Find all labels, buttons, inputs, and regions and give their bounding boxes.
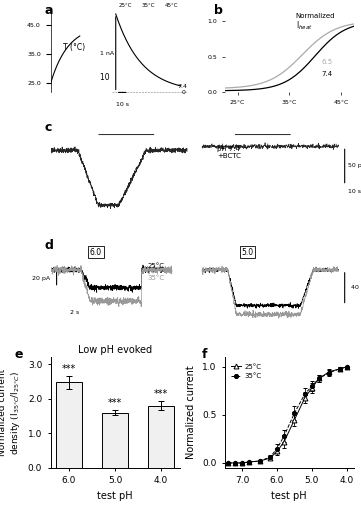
Text: 6.5: 6.5 bbox=[322, 59, 332, 65]
Y-axis label: Normalized current: Normalized current bbox=[187, 365, 196, 460]
Bar bbox=[103, 413, 128, 468]
Text: f: f bbox=[201, 348, 207, 361]
Text: pH 7.4
+BCTC: pH 7.4 +BCTC bbox=[217, 146, 241, 159]
Text: Normalized: Normalized bbox=[296, 13, 335, 20]
Text: T (°C): T (°C) bbox=[64, 43, 86, 51]
X-axis label: test pH: test pH bbox=[97, 491, 133, 501]
Text: b: b bbox=[214, 4, 223, 17]
Text: a: a bbox=[44, 4, 53, 17]
Bar bbox=[148, 406, 174, 468]
Text: 5.0: 5.0 bbox=[242, 248, 254, 256]
Text: ***: *** bbox=[108, 398, 122, 408]
Text: d: d bbox=[44, 239, 53, 252]
Text: 2 s: 2 s bbox=[70, 310, 79, 316]
Text: 6.0: 6.0 bbox=[90, 248, 102, 256]
Text: e: e bbox=[14, 348, 23, 361]
Y-axis label: Normalized current
density (I$_{35°C}$/I$_{25°C}$): Normalized current density (I$_{35°C}$/I… bbox=[0, 369, 22, 456]
Text: 7.4: 7.4 bbox=[322, 71, 332, 77]
Text: 50 pA: 50 pA bbox=[348, 163, 361, 169]
Text: c: c bbox=[44, 121, 52, 134]
Text: 10 s: 10 s bbox=[348, 189, 361, 194]
X-axis label: test pH: test pH bbox=[271, 491, 307, 501]
Text: ***: *** bbox=[154, 390, 168, 399]
Text: 35°C: 35°C bbox=[148, 274, 165, 281]
Bar bbox=[56, 382, 82, 468]
Text: 20 pA: 20 pA bbox=[32, 276, 51, 281]
Text: 10 s: 10 s bbox=[100, 73, 116, 82]
Legend: 25°C, 35°C: 25°C, 35°C bbox=[228, 361, 264, 382]
Text: 25°C: 25°C bbox=[148, 263, 165, 268]
Text: ***: *** bbox=[62, 364, 76, 374]
Title: Low pH evoked: Low pH evoked bbox=[78, 345, 152, 355]
Text: I$_{heat}$: I$_{heat}$ bbox=[296, 20, 312, 32]
Text: 40 pA: 40 pA bbox=[351, 285, 361, 290]
